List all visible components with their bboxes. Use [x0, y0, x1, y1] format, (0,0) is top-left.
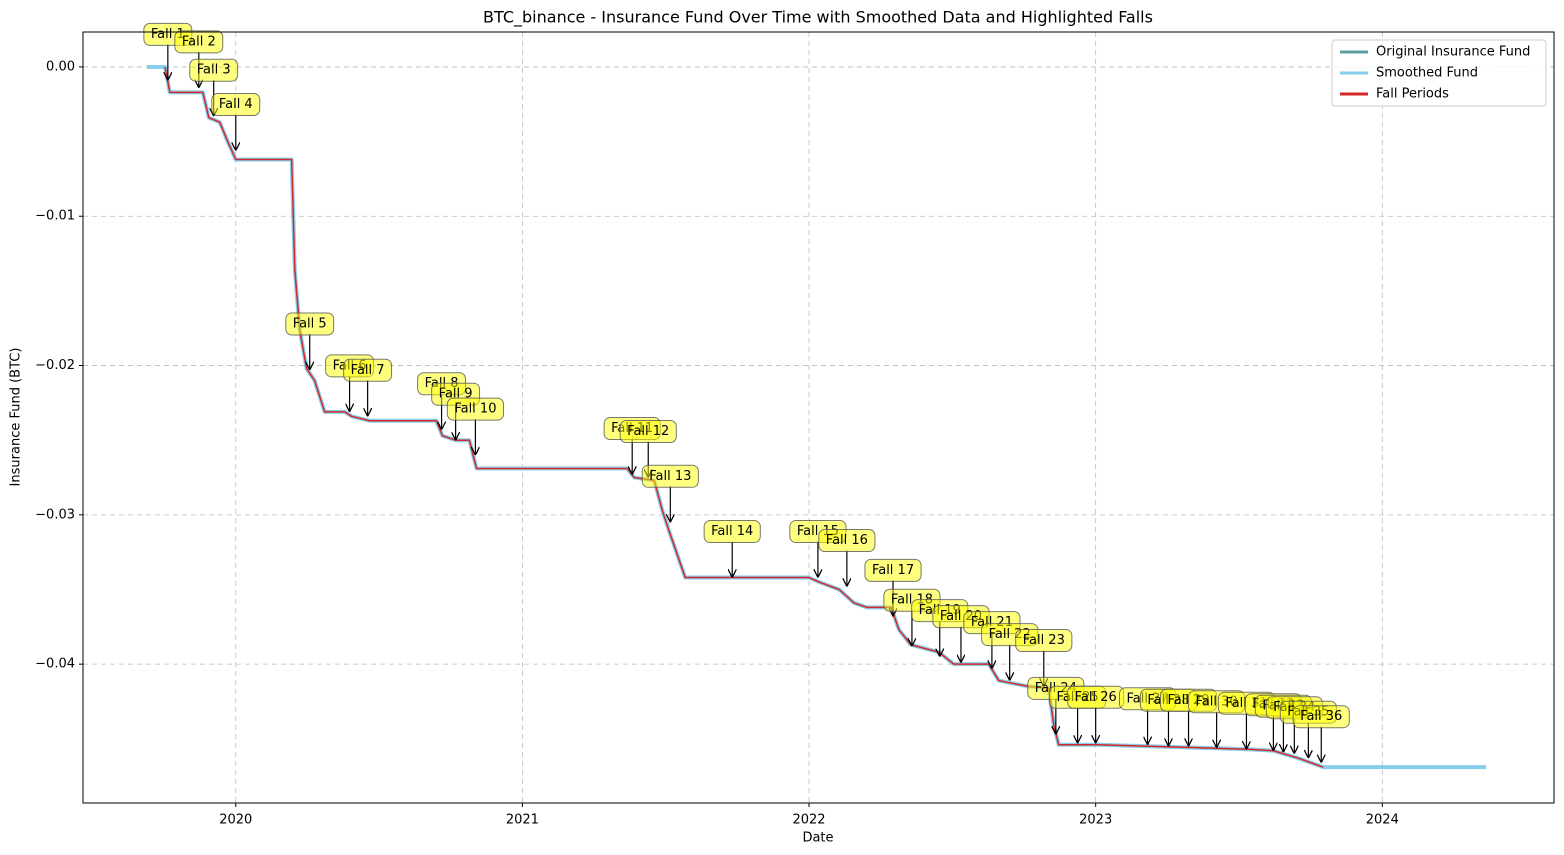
y-tick-label: 0.00 — [46, 59, 75, 74]
annotation-text: Fall 12 — [627, 424, 669, 439]
y-axis-label: Insurance Fund (BTC) — [9, 348, 24, 487]
annotation-box — [343, 358, 393, 382]
x-axis-label: Date — [802, 831, 833, 846]
y-tick-label: −0.04 — [35, 657, 75, 672]
annotation-text: Fall 4 — [219, 97, 253, 112]
x-tick-label: 2022 — [792, 813, 825, 828]
x-tick-label: 2021 — [506, 813, 539, 828]
y-tick-label: −0.01 — [35, 209, 75, 224]
y-tick-label: −0.02 — [35, 358, 75, 373]
annotation-text: Fall 7 — [351, 363, 385, 378]
legend-label: Original Insurance Fund — [1376, 45, 1530, 60]
annotation-text: Fall 16 — [826, 533, 868, 548]
annotation-box — [446, 397, 504, 421]
y-tick-label: −0.03 — [35, 507, 75, 522]
annotation-box — [174, 30, 224, 54]
annotation-text: Fall 23 — [1023, 633, 1065, 648]
annotation-text: Fall 13 — [649, 469, 691, 484]
annotation-text: Fall 14 — [711, 524, 753, 539]
annotation-text: Fall 3 — [197, 63, 231, 78]
annotation-box — [703, 520, 761, 544]
annotation-box — [285, 312, 335, 336]
annotation-text: Fall 2 — [182, 34, 216, 49]
legend-label: Fall Periods — [1376, 87, 1449, 102]
annotation-box — [619, 420, 677, 444]
legend-box — [1331, 39, 1547, 107]
annotation-box — [818, 529, 876, 553]
annotation-text: Fall 36 — [1300, 709, 1342, 724]
annotation-text: Fall 10 — [454, 402, 496, 417]
annotation-text: Fall 26 — [1075, 690, 1117, 705]
annotation-box — [641, 464, 699, 488]
chart-title: BTC_binance - Insurance Fund Over Time w… — [483, 8, 1153, 28]
legend-label: Smoothed Fund — [1376, 66, 1478, 81]
x-tick-label: 2023 — [1079, 813, 1112, 828]
plot-frame — [82, 31, 1555, 804]
annotation-box — [211, 93, 261, 117]
annotation-text: Fall 17 — [872, 563, 914, 578]
x-tick-label: 2024 — [1366, 813, 1399, 828]
annotation-box — [1015, 629, 1073, 653]
annotation-box — [1292, 705, 1350, 729]
x-tick-label: 2020 — [219, 813, 252, 828]
annotation-box — [864, 558, 922, 582]
annotation-text: Fall 5 — [293, 317, 327, 332]
annotation-box — [189, 58, 239, 82]
